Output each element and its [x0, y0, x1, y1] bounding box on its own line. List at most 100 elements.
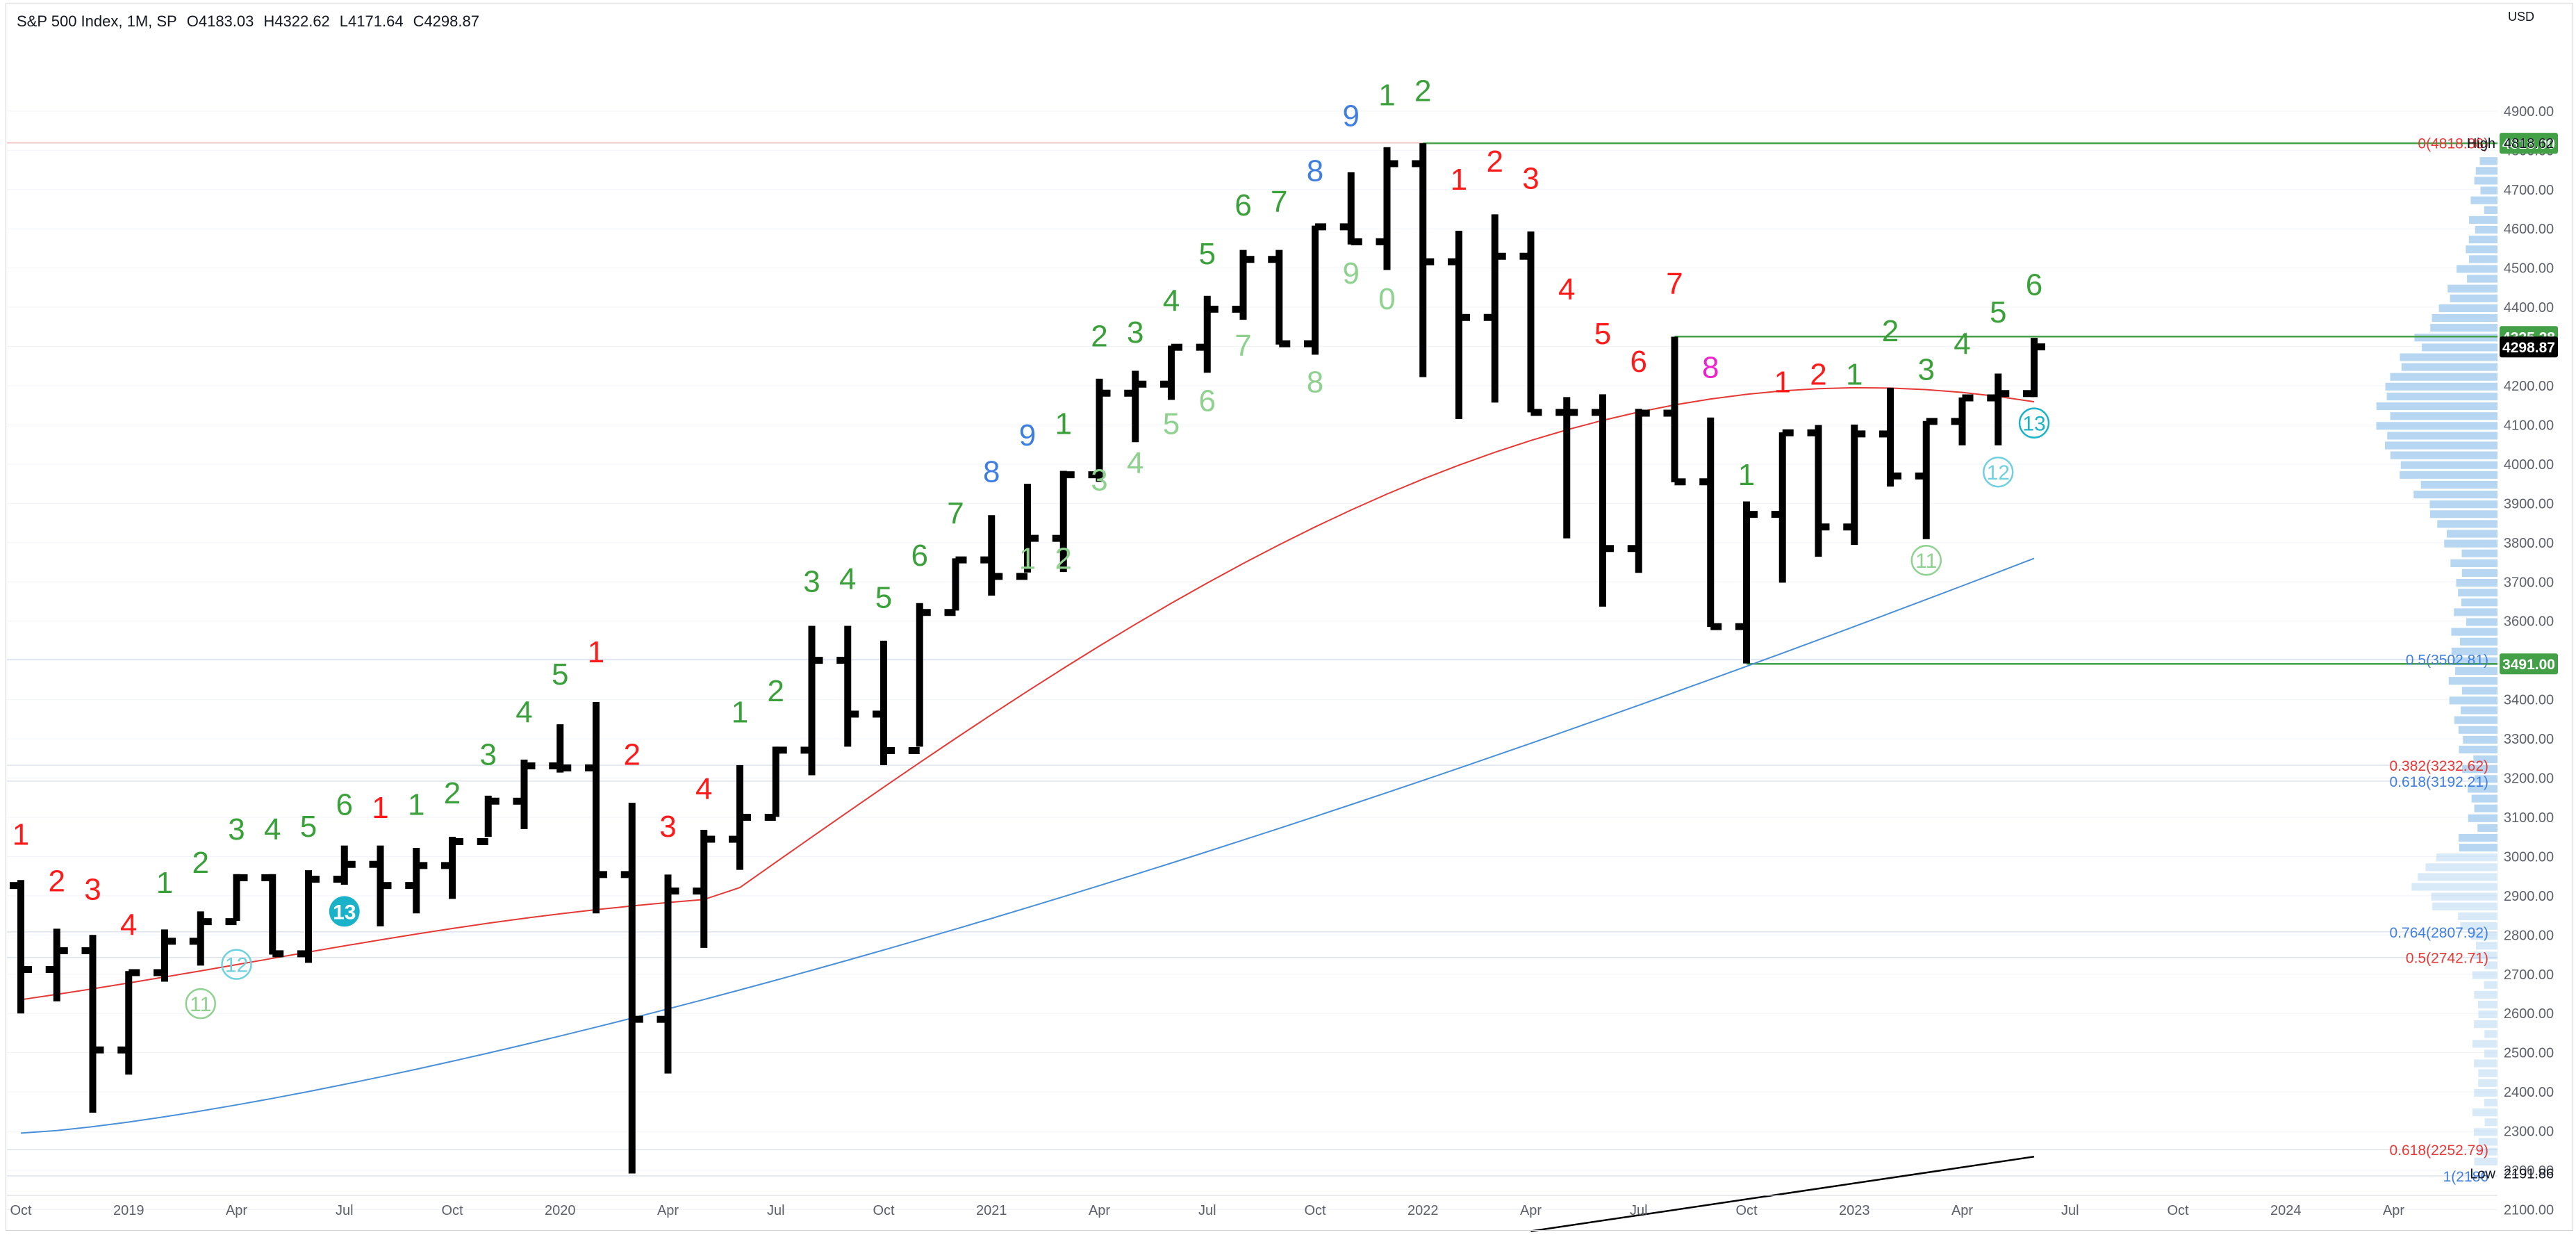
price-tick-label: 2400.00 [2504, 1085, 2554, 1100]
volume-profile-row [2429, 510, 2497, 518]
volume-profile-row [2475, 167, 2497, 175]
count-label: 8 [983, 455, 1000, 489]
volume-profile-row [2478, 1069, 2497, 1077]
volume-profile-row [2466, 618, 2497, 626]
circled-count: 13 [329, 896, 360, 927]
time-tick-label: Apr [2383, 1203, 2404, 1218]
price-tick-label: 3800.00 [2504, 536, 2554, 551]
volume-profile-row [2467, 275, 2497, 283]
level-price-tag: 3491.00 [2500, 653, 2558, 675]
horizontal-levels [7, 142, 2497, 665]
volume-profile-row [2429, 500, 2497, 509]
ohlc-bar [1304, 223, 1326, 355]
level-tag-background [2500, 653, 2558, 675]
volume-profile-row [2458, 589, 2497, 597]
last-price-background [2500, 336, 2558, 358]
time-tick-label: Apr [657, 1203, 679, 1218]
circled-count: 13 [2018, 407, 2050, 439]
count-circle [221, 949, 252, 980]
time-tick-label: 2020 [545, 1203, 576, 1218]
volume-profile-row [2390, 451, 2497, 459]
count-label: 1 [408, 788, 424, 822]
ohlc-bar [1448, 231, 1470, 419]
ohlc-bar [908, 603, 931, 754]
count-label: 4 [1558, 272, 1575, 306]
volume-profile-row [2450, 559, 2497, 567]
volume-profile-row [2418, 873, 2497, 881]
count-label: 4 [1954, 327, 1970, 361]
extreme-tag-name: High [2467, 136, 2495, 152]
count-label: 2 [1487, 145, 1503, 179]
count-label: 1 [13, 817, 29, 851]
price-tick-label: 4000.00 [2504, 457, 2554, 473]
volume-profile-row [2474, 990, 2497, 999]
ohlc-bar [1160, 343, 1182, 400]
count-label: 6 [911, 539, 928, 573]
ohlc-bar [585, 701, 607, 914]
count-label: 3 [84, 872, 101, 906]
count-label: 5 [1990, 295, 2006, 329]
count-label: 1 [1378, 78, 1395, 112]
volume-profile-row [2431, 313, 2497, 322]
ohlc-bar [620, 803, 643, 1174]
ohlc-bar [10, 880, 32, 1014]
currency-label: USD [2508, 10, 2535, 24]
count-label: 1 [1774, 366, 1791, 400]
volume-profile-row [2478, 1010, 2497, 1019]
count-label: 1 [1846, 357, 1863, 391]
price-tick-label: 4100.00 [2504, 418, 2554, 433]
count-label: 5 [1199, 237, 1216, 271]
price-tick-label: 2600.00 [2504, 1006, 2554, 1022]
volume-profile-row [2472, 951, 2497, 960]
volume-profile-row [2484, 981, 2497, 989]
fib-label: 0.5(3502.81) [2406, 653, 2488, 669]
volume-profile-row [2413, 491, 2497, 499]
time-tick-label: Jul [1630, 1203, 1648, 1218]
volume-profile-row [2452, 657, 2497, 666]
ohlc-bar [117, 969, 140, 1075]
count-label: 2 [768, 674, 784, 708]
ohlc-bar [1052, 471, 1075, 573]
volume-profile-row [2447, 530, 2497, 538]
volume-profile-row [2477, 1000, 2497, 1008]
ohlc-bar [1016, 484, 1039, 580]
count-label: 2 [1091, 320, 1107, 354]
volume-profile-row [2400, 353, 2497, 361]
time-tick-label: Jul [1198, 1203, 1216, 1218]
volume-profile-row [2458, 833, 2497, 842]
volume-profile-row [2474, 1157, 2497, 1166]
count-label: 3 [228, 812, 245, 846]
price-tick-label: 2900.00 [2504, 889, 2554, 904]
ohlc-bar [1699, 417, 1722, 630]
volume-profile-row [2471, 794, 2497, 803]
ohlc-bar [944, 556, 967, 616]
volume-profile-row [2484, 1118, 2497, 1127]
count-label: 1 [372, 791, 388, 825]
volume-profile-row [2484, 1049, 2497, 1058]
price-tick-label: 4400.00 [2504, 300, 2554, 316]
extreme-tag-value: 2191.86 [2504, 1167, 2554, 1182]
count-label: 2 [1882, 314, 1899, 348]
volume-profile-row [2475, 225, 2497, 234]
volume-profile-row [2436, 853, 2497, 862]
volume-profile [2376, 157, 2497, 1166]
volume-profile-row [2449, 696, 2497, 705]
ohlc-open: O4183.03 [186, 13, 254, 30]
count-label: 4 [264, 812, 281, 846]
time-tick-label: Oct [1304, 1203, 1326, 1218]
ohlc-bar [333, 845, 356, 885]
price-tick-label: 3400.00 [2504, 693, 2554, 708]
ohlc-bar [1771, 429, 1794, 583]
moving-average-line [20, 557, 2035, 1134]
volume-profile-row [2376, 402, 2497, 411]
price-tick-label: 4200.00 [2504, 379, 2554, 394]
volume-profile-row [2478, 1138, 2497, 1146]
volume-profile-row [2444, 539, 2497, 548]
volume-profile-row [2479, 157, 2497, 165]
time-tick-label: 2021 [976, 1203, 1007, 1218]
volume-profile-row [2466, 245, 2497, 254]
ohlc-bar [154, 929, 176, 982]
count-label: 5 [552, 657, 568, 692]
